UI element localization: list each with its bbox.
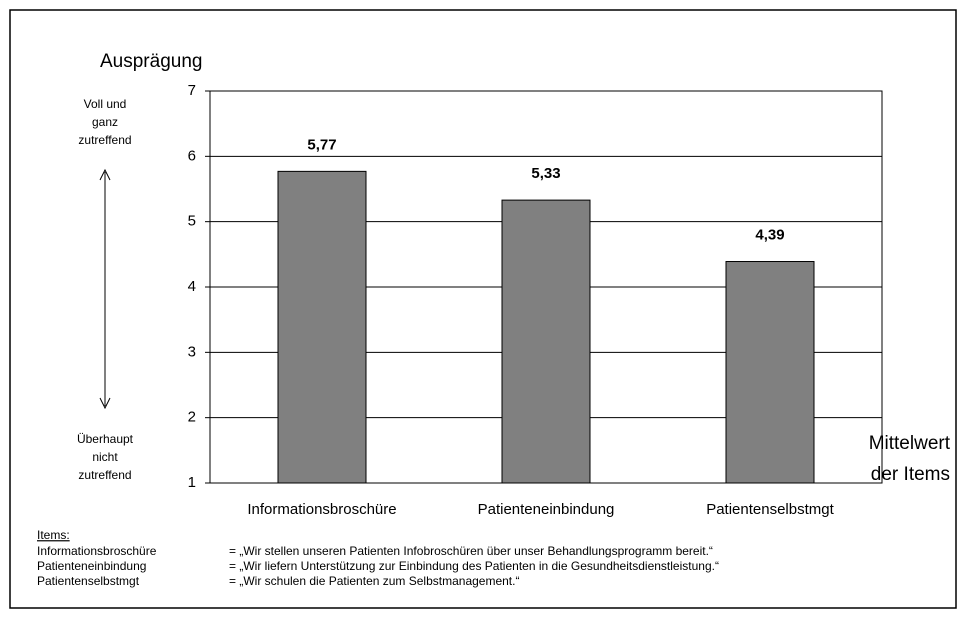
item-text: = „Wir stellen unseren Patienten Infobro… [229, 544, 713, 558]
bottom-annotation: zutreffend [78, 468, 131, 482]
x-tick-label: Informationsbroschüre [247, 501, 396, 518]
y-tick-label: 1 [188, 474, 196, 491]
item-text: = „Wir liefern Unterstützung zur Einbind… [229, 559, 719, 573]
bar [725, 261, 815, 484]
x-tick-label: Patienteneinbindung [478, 501, 615, 518]
x-tick-label: Patientenselbstmgt [706, 501, 834, 518]
item-text: = „Wir schulen die Patienten zum Selbstm… [229, 574, 519, 588]
y-tick-label: 4 [188, 278, 196, 295]
bottom-annotation: Überhaupt [77, 432, 134, 446]
bottom-annotation: nicht [92, 450, 118, 464]
top-annotation: Voll und [84, 97, 127, 111]
y-axis-label: Ausprägung [100, 51, 202, 72]
data-label: 5,77 [307, 136, 336, 153]
bar [277, 170, 367, 484]
x-axis-label: der Items [871, 464, 950, 485]
y-tick-label: 5 [188, 213, 196, 230]
y-tick-label: 6 [188, 147, 196, 164]
item-name: Patientenselbstmgt [37, 574, 140, 588]
range-arrow [99, 168, 111, 410]
top-annotation: ganz [92, 115, 118, 129]
bar [501, 199, 591, 484]
y-tick-label: 2 [188, 409, 196, 426]
data-label: 5,33 [531, 165, 560, 182]
items-heading: Items: [37, 528, 70, 542]
y-tick-label: 7 [188, 82, 196, 99]
frame [9, 9, 957, 609]
data-label: 4,39 [755, 226, 784, 243]
x-axis-label: Mittelwert [869, 433, 951, 454]
item-name: Patienteneinbindung [37, 559, 146, 573]
top-annotation: zutreffend [78, 133, 131, 147]
item-name: Informationsbroschüre [37, 544, 157, 558]
y-tick-label: 3 [188, 343, 196, 360]
